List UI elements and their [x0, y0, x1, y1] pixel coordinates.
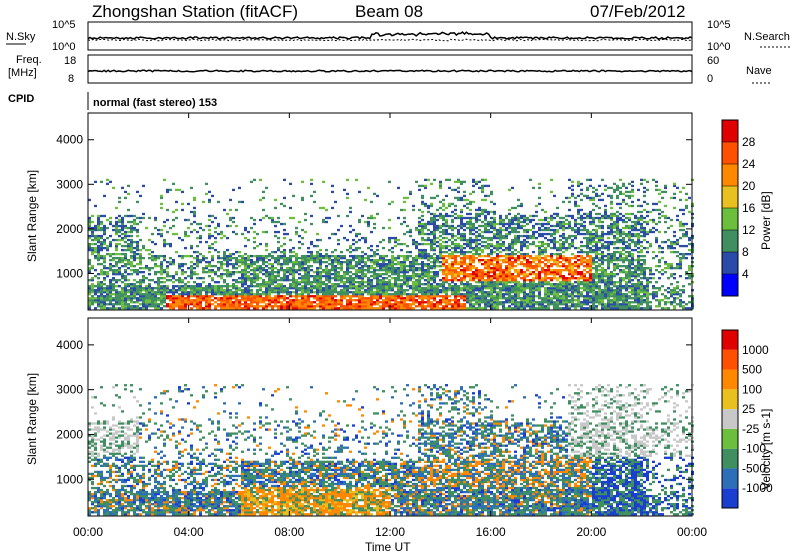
y-tick-label: 4000	[56, 133, 83, 147]
y-tick-label: 2000	[56, 222, 83, 236]
colorbar-tick: 8	[742, 245, 749, 259]
noise-sky-series	[88, 32, 692, 39]
colorbar-tick: 20	[742, 179, 756, 193]
x-tick-label: 16:00	[476, 525, 506, 539]
colorbar-tick: 500	[742, 363, 762, 377]
velocity-ylabel: Slant Range [km]	[25, 373, 39, 465]
x-tick-label: 04:00	[174, 525, 204, 539]
cpid-text: normal (fast stereo) 153	[93, 97, 217, 109]
x-tick-label: 08:00	[274, 525, 304, 539]
station-title: Zhongshan Station (fitACF)	[92, 2, 298, 21]
noise-right-tick-top: 10^5	[707, 19, 731, 31]
beam-title: Beam 08	[355, 2, 423, 21]
x-axis-title: Time UT	[365, 540, 411, 554]
cpid-label: CPID	[8, 93, 34, 105]
date-title: 07/Feb/2012	[590, 2, 685, 21]
freq-tick-top: 18	[64, 55, 76, 67]
velocity-colorbar-label: Velocity [m s-1]	[759, 409, 773, 490]
colorbar-tick: -25	[742, 422, 760, 436]
freq-label-2: [MHz]	[8, 67, 37, 79]
power-colorbar-label: Power [dB]	[759, 191, 773, 250]
y-tick-label: 1000	[56, 266, 83, 280]
y-tick-label: 4000	[56, 338, 83, 352]
nave-label: Nave	[746, 65, 772, 77]
y-tick-label: 1000	[56, 472, 83, 486]
x-tick-label: 20:00	[576, 525, 606, 539]
power-ylabel: Slant Range [km]	[25, 170, 39, 262]
noise-left-tick-bottom: 10^0	[52, 41, 76, 53]
noise-search-series	[88, 39, 692, 40]
colorbar-tick: 1000	[742, 343, 769, 357]
freq-label-1: Freq.	[16, 54, 42, 66]
power-heatmap-cells	[88, 179, 694, 310]
colorbar-tick: 25	[742, 402, 756, 416]
x-tick-label: 00:00	[73, 525, 103, 539]
noise-panel-frame	[88, 22, 692, 50]
freq-tick-bottom: 8	[68, 73, 74, 85]
colorbar-tick: 16	[742, 201, 756, 215]
noise-right-tick-bottom: 10^0	[707, 41, 731, 53]
freq-panel-frame	[88, 55, 692, 83]
x-tick-label: 00:00	[677, 525, 707, 539]
power-colorbar: 4 8 12 16 20 24 28	[722, 120, 756, 296]
x-tick-label: 12:00	[375, 525, 405, 539]
colorbar-tick: 12	[742, 223, 756, 237]
noise-left-label: N.Sky	[6, 31, 36, 43]
freq-series	[88, 70, 692, 71]
nave-tick-top: 60	[707, 55, 719, 67]
y-tick-label: 3000	[56, 383, 83, 397]
nave-tick-bottom: 0	[707, 73, 713, 85]
noise-left-tick-top: 10^5	[52, 19, 76, 31]
y-tick-label: 3000	[56, 177, 83, 191]
noise-right-label: N.Search	[744, 31, 790, 43]
colorbar-tick: 4	[742, 267, 749, 281]
colorbar-tick: 24	[742, 157, 756, 171]
velocity-heatmap-cells	[88, 384, 694, 515]
colorbar-tick: 28	[742, 135, 756, 149]
colorbar-tick: 100	[742, 382, 762, 396]
y-tick-label: 2000	[56, 427, 83, 441]
